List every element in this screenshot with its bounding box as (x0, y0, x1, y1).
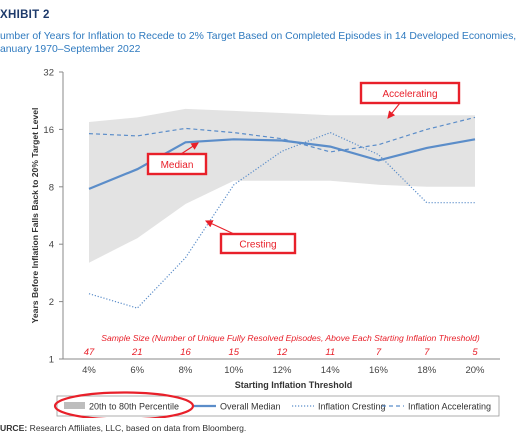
source-text: Research Affiliates, LLC, based on data … (29, 423, 247, 433)
annotation-median: Median (146, 142, 208, 176)
y-tick-label: 8 (49, 182, 54, 193)
x-tick-label: 18% (417, 365, 437, 376)
annotation-label: Cresting (239, 239, 276, 250)
annotation-box (146, 152, 208, 176)
annotation-label: Median (161, 160, 194, 171)
legend-frame (56, 395, 500, 417)
chart-title-line-2: anuary 1970–September 2022 (0, 44, 141, 55)
sample-size-value: 7 (376, 347, 382, 358)
annotation-label: Accelerating (382, 89, 437, 100)
sample-size-value: 21 (131, 347, 143, 358)
x-tick-label: 14% (321, 365, 341, 376)
annotation-arrow (205, 220, 235, 235)
annotation-box (219, 232, 297, 255)
legend-label-inflation-accelerating: Inflation Accelerating (408, 402, 491, 412)
annotation-accelerating: Accelerating (359, 81, 461, 119)
sample-size-value: 11 (325, 347, 335, 358)
y-tick-label: 1 (49, 355, 54, 366)
sample-size-caption: Sample Size (Number of Unique Fully Reso… (101, 333, 480, 343)
annotation-box (359, 81, 461, 105)
annotation-cresting: Cresting (205, 220, 297, 255)
annotation-arrow (387, 102, 401, 119)
x-tick-label: 12% (272, 365, 292, 376)
x-tick-label: 8% (179, 365, 193, 376)
sample-size-value: 15 (228, 347, 239, 358)
y-axis-title: Years Before Inflation Falls Back to 20%… (30, 108, 40, 324)
sample-size-value: 7 (424, 347, 430, 358)
series-line-inflation-accelerating (88, 116, 476, 153)
x-tick-label: 10% (224, 365, 244, 376)
y-tick-label: 32 (43, 68, 54, 79)
sample-size-value: 47 (84, 347, 95, 358)
legend-label-overall-median: Overall Median (220, 402, 281, 412)
legend-swatch-band (64, 402, 85, 409)
x-tick-label: 6% (130, 365, 144, 376)
chart-title-line-1: umber of Years for Inflation to Recede t… (0, 31, 517, 42)
x-tick-label: 16% (369, 365, 389, 376)
y-tick-label: 16 (43, 125, 54, 136)
sample-size-value: 5 (472, 347, 478, 358)
percentile-band (89, 108, 475, 263)
annotation-arrow (180, 142, 199, 155)
x-tick-label: 4% (82, 365, 96, 376)
legend-highlight-circle (53, 391, 195, 418)
legend-label-band: 20th to 80th Percentile (89, 402, 179, 412)
source-note: URCE: Research Affiliates, LLC, based on… (0, 423, 246, 433)
legend-label-inflation-cresting: Inflation Cresting (318, 402, 386, 412)
source-label: URCE: (0, 423, 28, 433)
x-tick-label: 20% (465, 365, 485, 376)
sample-size-value: 12 (277, 347, 288, 358)
x-axis-title: Starting Inflation Threshold (235, 380, 353, 390)
exhibit-label: XHIBIT 2 (0, 9, 50, 21)
y-tick-label: 2 (49, 297, 54, 308)
sample-size-value: 16 (180, 347, 191, 358)
y-tick-label: 4 (49, 240, 54, 251)
